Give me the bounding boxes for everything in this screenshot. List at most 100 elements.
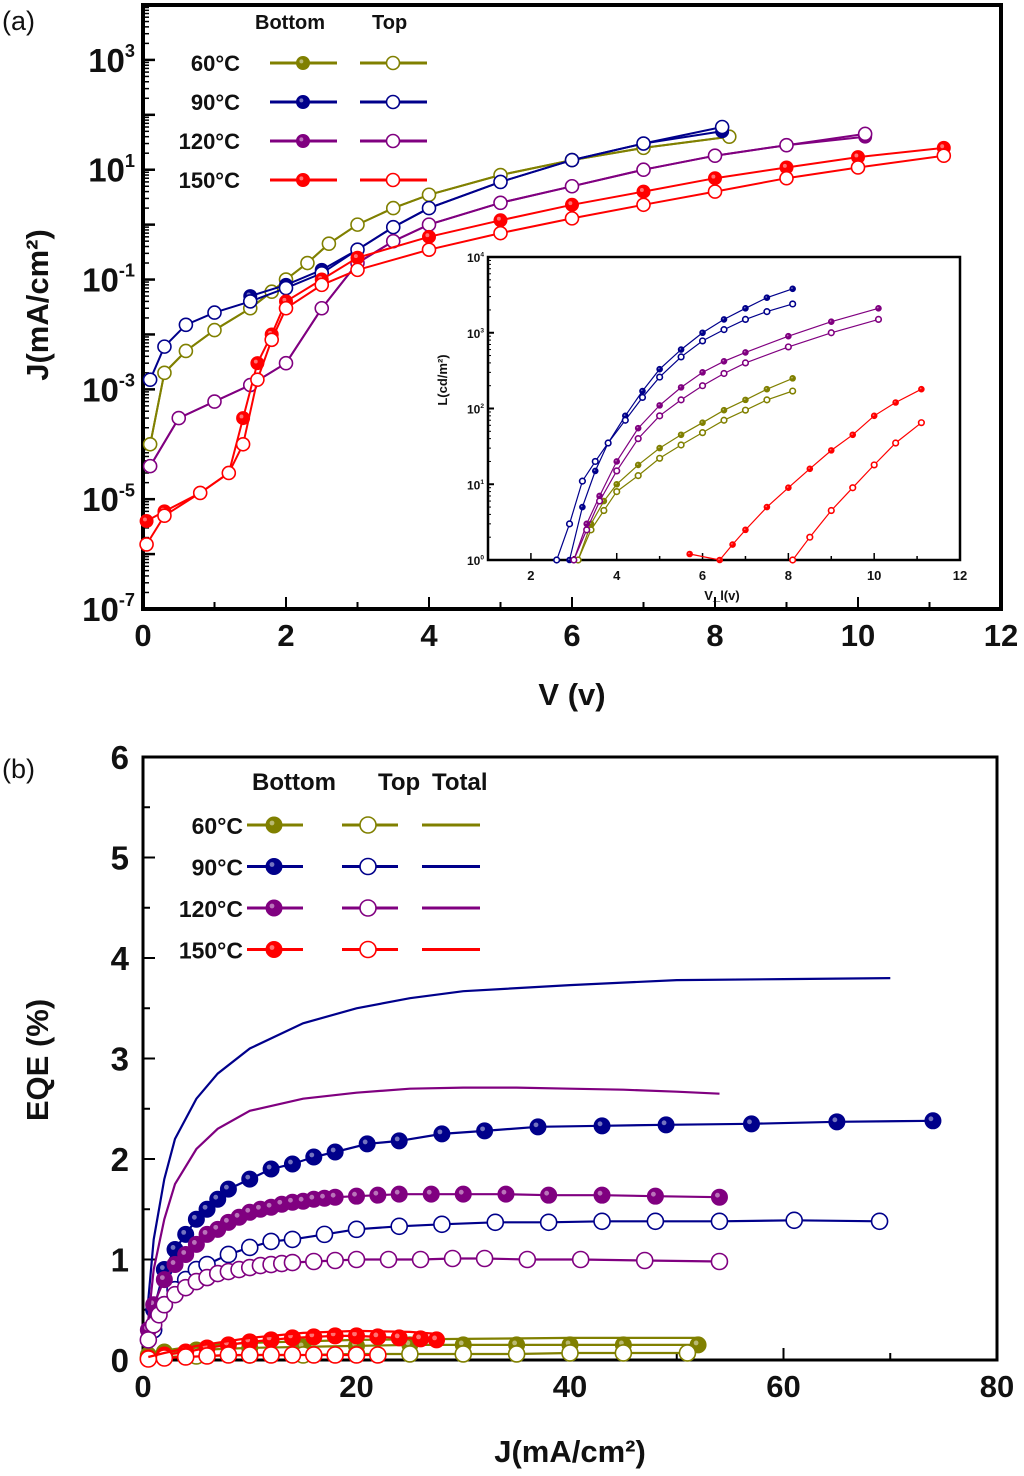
inset-data-point — [634, 424, 642, 432]
a-data-point — [221, 465, 237, 481]
legend-marker-bottom-highlight — [299, 176, 304, 181]
b-data-point — [710, 1252, 729, 1271]
b-data-point — [347, 1250, 366, 1269]
a-data-point — [636, 197, 651, 213]
a-data-point — [707, 184, 723, 199]
inset-data-point — [613, 487, 621, 496]
b-data-point-highlight — [202, 1204, 208, 1210]
b-data-point-highlight — [309, 1194, 315, 1200]
b-data-point — [497, 1185, 515, 1203]
b-data-point — [240, 1238, 259, 1257]
b-data-point-highlight — [597, 1121, 603, 1127]
inset-data-point-highlight — [593, 469, 596, 472]
panel-a-ylabel: J(mA/cm²) — [20, 229, 55, 381]
b-data-point — [561, 1344, 579, 1362]
inset-data-point — [918, 385, 925, 393]
inset-data-point-highlight — [808, 467, 810, 469]
panel-b-ylabel: EQE (%) — [20, 999, 55, 1121]
b-data-point — [326, 1188, 344, 1206]
inset-data-point — [716, 556, 724, 564]
y-tick-label: 6 — [111, 739, 129, 776]
legend-marker-bottom — [265, 816, 283, 834]
b-data-point-highlight — [320, 1193, 325, 1199]
a-data-point — [493, 174, 508, 190]
b-data-point — [155, 1295, 174, 1314]
a-series-150-c-top — [139, 148, 952, 552]
legend-marker-bottom-highlight — [299, 137, 304, 142]
inset-data-point-highlight — [743, 398, 746, 401]
inset-data-point — [656, 402, 663, 409]
legend-row: 60°C — [191, 51, 427, 76]
b-data-point-highlight — [661, 1120, 667, 1126]
a-data-point — [708, 171, 722, 186]
inset-series-line — [556, 303, 793, 561]
inset-data-point-highlight — [791, 287, 793, 289]
b-data-point — [262, 1346, 280, 1364]
a-data-point — [350, 262, 365, 278]
inset-data-point — [806, 465, 814, 473]
a-data-point — [350, 250, 365, 265]
inset-data-point — [583, 526, 591, 534]
inset-x-tick-label: 10 — [867, 568, 881, 583]
a-data-point-highlight — [353, 254, 358, 259]
legend-marker-top — [359, 940, 377, 959]
inset-data-point-highlight — [567, 558, 570, 561]
b-data-point — [593, 1212, 611, 1231]
b-data-point-highlight — [224, 1184, 229, 1190]
b-data-point-highlight — [298, 1342, 304, 1348]
inset-data-point — [763, 396, 771, 404]
b-data-point-highlight — [458, 1189, 464, 1195]
b-data-point-highlight — [928, 1116, 934, 1122]
b-data-point — [241, 1170, 259, 1188]
b-series-line — [147, 1086, 720, 1320]
b-series-line — [147, 977, 891, 1300]
b-data-point — [283, 1346, 302, 1364]
b-data-point — [326, 1143, 344, 1161]
inset-series-90-c-top — [553, 300, 797, 564]
legend-marker-bottom-highlight — [299, 98, 304, 103]
b-data-point-highlight — [426, 1189, 432, 1195]
panel-b-label: (b) — [2, 754, 35, 784]
panel-b-xlabel: J(mA/cm²) — [494, 1434, 646, 1469]
inset-xlabel: V_l(v) — [704, 588, 739, 603]
b-data-point — [326, 1346, 344, 1364]
b-data-point — [187, 1235, 205, 1253]
x-tick-label: 20 — [339, 1369, 373, 1404]
inset-series-line — [577, 377, 793, 561]
inset-y-tick-label: 101 — [467, 478, 484, 492]
b-data-point — [198, 1347, 216, 1365]
inset-data-point — [698, 337, 707, 345]
a-data-point — [936, 148, 952, 164]
b-data-point-highlight — [480, 1126, 485, 1132]
y-tick-label: 10-3 — [82, 371, 135, 409]
inset-data-point — [621, 416, 629, 424]
b-data-point — [678, 1344, 697, 1362]
b-data-point — [358, 1135, 376, 1153]
legend-marker-bottom — [296, 173, 310, 187]
x-tick-label: 0 — [134, 1369, 151, 1404]
inset-data-point — [677, 396, 685, 404]
b-data-point — [390, 1132, 408, 1150]
y-tick-label: 101 — [88, 151, 135, 189]
panel-b: (b) 0 20 40 60 80 0 1 2 3 4 5 6 Bottom Top Total 60°C 9… — [2, 739, 1014, 1469]
a-data-point — [779, 137, 794, 153]
legend-marker-bottom — [265, 858, 283, 875]
b-data-point — [304, 1346, 323, 1364]
legend-row-label: 90°C — [191, 90, 240, 115]
inset-data-point-highlight — [765, 505, 768, 508]
legend-row: 90°C — [192, 855, 480, 881]
inset-data-point-highlight — [894, 400, 896, 403]
inset-data-point — [578, 477, 587, 485]
y-tick-label: 103 — [88, 41, 135, 79]
b-data-point — [315, 1225, 334, 1244]
legend-marker-top — [385, 94, 401, 110]
b-data-point-highlight — [394, 1333, 400, 1339]
a-data-point — [207, 305, 222, 320]
b-data-point — [476, 1122, 494, 1140]
inset-data-point — [875, 305, 882, 312]
legend-row-label: 120°C — [179, 896, 243, 922]
inset-axes: 2 4 6 8 10 12 100 101 102 103 104 — [467, 251, 967, 583]
inset-data-point — [827, 506, 835, 515]
inset-data-point-highlight — [722, 317, 725, 320]
b-data-point — [443, 1249, 462, 1268]
